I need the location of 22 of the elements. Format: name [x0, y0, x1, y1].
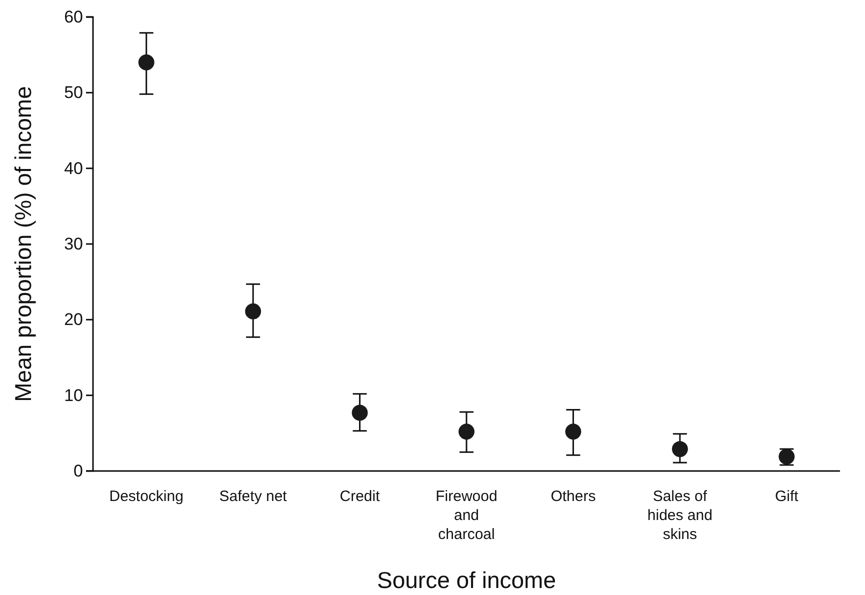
point [245, 303, 262, 320]
x-tick-label: Gift [774, 488, 800, 505]
x-tick-label: Sales of hides and skins [647, 488, 712, 543]
y-tick-label: 40 [64, 158, 83, 178]
point [458, 424, 474, 440]
y-tick-label: 50 [64, 83, 83, 102]
x-tick-label: Destocking [109, 488, 184, 505]
point [565, 424, 582, 440]
x-tick-label: Credit [340, 488, 381, 505]
y-tick-label: 60 [64, 7, 83, 26]
y-axis-title: Mean proportion (%) of income [10, 86, 36, 402]
y-tick-label: 0 [74, 461, 83, 480]
x-tick-label: Safety net [219, 488, 288, 505]
point [672, 441, 688, 458]
x-axis-title: Source of income [377, 567, 556, 593]
y-tick-label: 10 [64, 386, 83, 405]
x-tick-label: Others [550, 488, 596, 505]
point [352, 404, 368, 421]
x-tick-label: Firewood and charcoal [436, 488, 498, 543]
y-tick-label: 30 [64, 234, 83, 254]
point [138, 54, 154, 70]
y-tick-label: 20 [64, 310, 83, 330]
